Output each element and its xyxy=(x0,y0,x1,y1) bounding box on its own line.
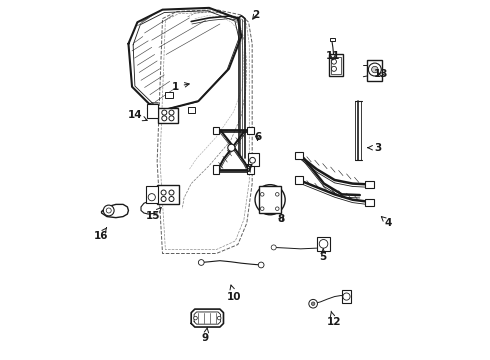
Text: 9: 9 xyxy=(202,327,209,343)
Circle shape xyxy=(331,59,337,64)
Text: 16: 16 xyxy=(94,228,108,240)
Text: 12: 12 xyxy=(327,311,341,327)
Circle shape xyxy=(228,144,235,151)
Text: 5: 5 xyxy=(319,249,327,262)
Bar xyxy=(157,185,179,204)
Bar xyxy=(342,291,351,303)
Text: 1: 1 xyxy=(172,82,189,92)
Text: 14: 14 xyxy=(128,111,147,121)
Circle shape xyxy=(103,205,114,216)
Circle shape xyxy=(161,197,166,202)
Circle shape xyxy=(265,195,275,205)
Text: 11: 11 xyxy=(326,51,340,61)
Circle shape xyxy=(169,110,174,115)
Circle shape xyxy=(162,110,167,115)
Bar xyxy=(247,127,254,134)
Bar xyxy=(365,181,374,188)
Circle shape xyxy=(271,245,276,250)
Bar xyxy=(147,186,158,203)
Bar xyxy=(295,176,303,184)
Circle shape xyxy=(371,66,378,73)
Bar xyxy=(165,92,173,98)
Circle shape xyxy=(198,260,204,265)
Circle shape xyxy=(319,239,328,248)
Bar xyxy=(158,108,178,123)
Bar xyxy=(213,127,219,134)
Bar xyxy=(365,199,374,206)
Bar xyxy=(259,186,281,213)
Text: 10: 10 xyxy=(227,285,242,302)
Circle shape xyxy=(260,190,280,210)
Circle shape xyxy=(260,193,264,196)
Circle shape xyxy=(368,63,381,76)
Circle shape xyxy=(161,190,166,195)
Text: 4: 4 xyxy=(381,217,392,228)
Bar xyxy=(247,165,254,174)
Circle shape xyxy=(331,66,337,71)
Circle shape xyxy=(275,207,279,211)
Circle shape xyxy=(218,316,221,320)
Bar xyxy=(329,54,343,76)
Bar xyxy=(331,57,341,74)
Bar xyxy=(317,237,330,251)
Circle shape xyxy=(275,193,279,196)
Circle shape xyxy=(194,316,197,320)
Circle shape xyxy=(148,194,155,201)
Text: 8: 8 xyxy=(277,215,285,224)
Bar xyxy=(147,104,158,118)
Circle shape xyxy=(169,116,174,121)
Text: 2: 2 xyxy=(252,10,259,20)
Text: 15: 15 xyxy=(147,208,161,221)
Bar xyxy=(248,153,259,166)
Text: 7: 7 xyxy=(245,164,253,174)
Circle shape xyxy=(258,262,264,268)
Bar xyxy=(295,152,303,159)
Text: 3: 3 xyxy=(368,143,381,153)
Circle shape xyxy=(250,157,255,163)
Bar xyxy=(330,38,335,41)
Text: 13: 13 xyxy=(374,69,389,79)
Circle shape xyxy=(169,190,174,195)
Text: 6: 6 xyxy=(254,132,261,142)
Bar xyxy=(188,107,195,113)
Circle shape xyxy=(255,185,285,215)
Circle shape xyxy=(309,300,318,308)
Circle shape xyxy=(311,302,315,306)
Bar xyxy=(367,60,382,81)
Bar xyxy=(213,165,219,174)
Circle shape xyxy=(260,207,264,211)
Circle shape xyxy=(343,293,350,300)
Circle shape xyxy=(106,208,111,213)
Circle shape xyxy=(169,197,174,202)
Circle shape xyxy=(162,116,167,121)
